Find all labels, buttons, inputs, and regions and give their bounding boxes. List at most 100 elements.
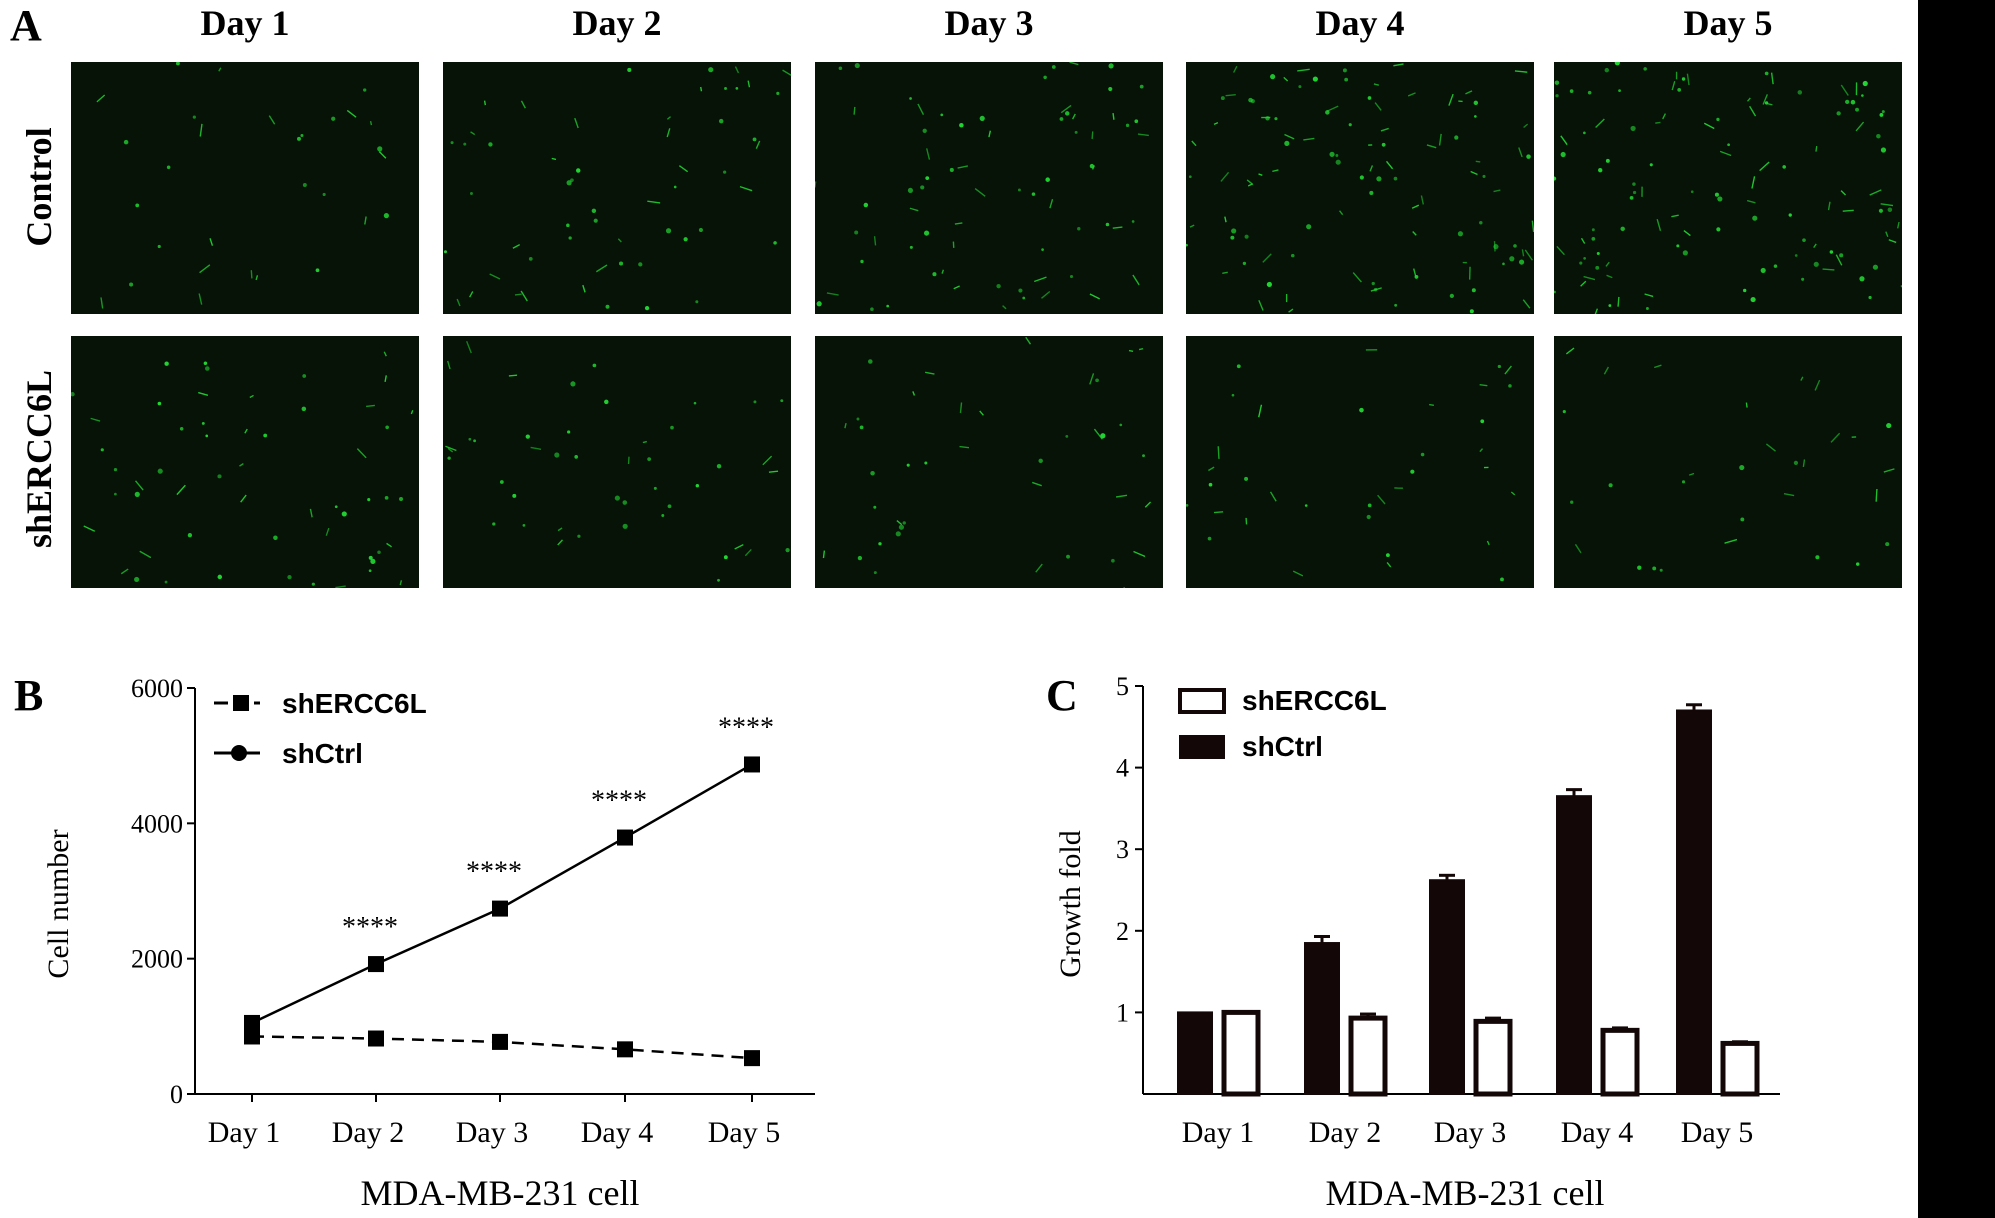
significance-label: ****: [466, 857, 522, 888]
cell-mark: [1335, 159, 1341, 165]
cell-mark: [776, 91, 780, 95]
cell-mark: [1797, 90, 1803, 95]
cell-mark: [1683, 230, 1691, 237]
cell-mark: [1132, 274, 1140, 286]
cell-mark: [1312, 76, 1318, 82]
cell-mark: [854, 230, 859, 235]
data-point-shercc6l: [244, 1028, 260, 1045]
cell-mark: [988, 130, 992, 138]
cell-mark: [923, 230, 930, 236]
bar-shercc6l: [1348, 1015, 1388, 1097]
cell-mark: [1644, 293, 1654, 298]
micrograph-control-day4: [1186, 62, 1534, 314]
cell-mark: [1213, 121, 1219, 126]
cell-mark: [489, 273, 501, 280]
cell-mark: [595, 264, 608, 273]
cell-mark: [90, 417, 101, 422]
cell-mark: [693, 401, 697, 405]
cell-mark: [1224, 216, 1227, 223]
cell-mark: [363, 88, 367, 92]
cell-mark: [863, 202, 869, 208]
cell-mark: [856, 417, 860, 421]
micrograph-cells: [1186, 349, 1516, 582]
cell-mark: [735, 87, 739, 90]
cell-mark: [838, 66, 843, 71]
cell-mark: [1247, 183, 1253, 187]
cell-mark: [941, 269, 945, 274]
cell-mark: [647, 457, 652, 462]
cell-mark: [1521, 249, 1525, 257]
cell-mark: [469, 291, 474, 298]
cell-mark: [1128, 349, 1134, 353]
cell-mark: [1469, 309, 1474, 314]
cell-mark: [1188, 175, 1192, 179]
cell-mark: [300, 134, 304, 138]
data-point-shctrl: [368, 956, 384, 973]
cell-mark: [1887, 207, 1893, 212]
cell-mark: [1283, 76, 1289, 82]
cell-mark: [1031, 192, 1036, 196]
cell-mark: [470, 131, 476, 136]
cell-mark: [1570, 500, 1574, 504]
cell-mark: [1604, 67, 1610, 73]
cell-mark: [566, 223, 570, 228]
cell-mark: [1359, 175, 1364, 180]
cell-mark: [1508, 384, 1512, 388]
cell-mark: [1606, 274, 1613, 279]
cell-mark: [1138, 348, 1144, 351]
cell-mark: [1883, 468, 1895, 473]
y-axis-title: Cell number: [42, 829, 75, 978]
cell-mark: [1594, 308, 1599, 314]
cell-mark: [1596, 252, 1600, 256]
cell-mark: [309, 508, 313, 518]
cell-mark: [528, 256, 533, 261]
cell-mark: [384, 495, 389, 500]
cell-mark: [1739, 464, 1745, 471]
chart-b-cell-number: B 0 2000 4000 6000 Day 1 Day 2 Day 3 Day 4 Day 5 M…: [14, 671, 815, 1213]
cell-mark: [218, 67, 222, 72]
cell-mark: [311, 582, 315, 586]
cell-mark: [1369, 165, 1374, 172]
cell-mark: [302, 374, 307, 378]
cell-mark: [857, 555, 863, 561]
cell-mark: [1842, 209, 1854, 212]
cell-mark: [683, 237, 688, 242]
cell-mark: [895, 531, 901, 537]
cell-mark: [700, 86, 703, 92]
cell-mark: [1556, 245, 1565, 256]
cell-mark: [250, 270, 253, 279]
cell-mark: [1595, 265, 1600, 270]
cell-mark: [1304, 504, 1308, 507]
y-tick-label: 3: [1116, 835, 1129, 864]
cell-mark: [1133, 550, 1146, 558]
cell-mark: [322, 192, 326, 197]
cell-mark: [618, 261, 624, 266]
cell-mark: [1762, 94, 1768, 105]
cell-mark: [744, 548, 752, 557]
cell-mark: [1272, 169, 1279, 173]
cell-mark: [1714, 192, 1719, 197]
cell-mark: [1454, 135, 1459, 140]
cell-mark: [1839, 253, 1844, 258]
cell-mark: [912, 391, 916, 396]
cell-mark: [520, 290, 528, 302]
cell-mark: [1041, 248, 1044, 251]
cell-mark: [695, 300, 699, 304]
cell-mark: [1724, 538, 1738, 544]
cell-mark: [120, 568, 129, 575]
cell-mark: [447, 447, 454, 453]
legend-label-shctrl: shCtrl: [1242, 731, 1323, 762]
cell-mark: [1868, 295, 1872, 300]
cell-mark: [1897, 221, 1900, 229]
cell-mark: [1479, 221, 1483, 225]
cell-mark: [1248, 97, 1253, 103]
cell-mark: [1284, 133, 1295, 140]
cell-mark: [366, 404, 375, 408]
cell-mark: [1855, 562, 1860, 566]
day-header-1: Day 1: [200, 3, 290, 43]
cell-mark: [577, 534, 581, 538]
x-tick-label: Day 3: [456, 1116, 528, 1149]
cell-mark: [953, 285, 960, 290]
cell-mark: [1645, 307, 1649, 310]
cell-mark: [273, 535, 278, 541]
